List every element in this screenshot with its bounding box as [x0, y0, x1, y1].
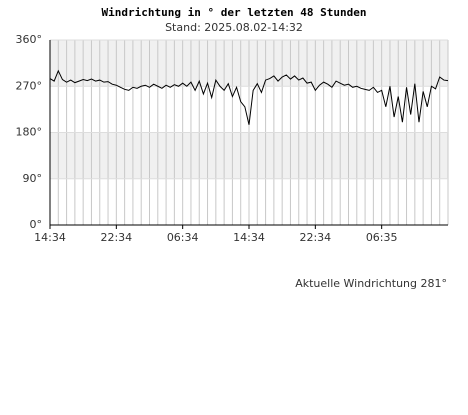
x-tick-label: 06:35	[366, 231, 398, 244]
y-tick-label: 0°	[30, 218, 43, 231]
chart-title: Windrichtung in ° der letzten 48 Stunden	[102, 6, 367, 19]
y-tick-label: 180°	[16, 126, 43, 139]
x-tick-label: 22:34	[299, 231, 331, 244]
data-line	[49, 69, 449, 125]
y-tick-label: 270°	[16, 79, 43, 92]
y-tick-label: 90°	[23, 172, 43, 185]
x-tick-label: 14:34	[34, 231, 66, 244]
annotation: Aktuelle Windrichtung 281°	[295, 277, 447, 290]
y-tick-label: 360°	[16, 33, 43, 46]
x-tick-label: 22:34	[100, 231, 132, 244]
x-tick-label: 14:34	[233, 231, 265, 244]
x-tick-label: 06:34	[167, 231, 199, 244]
chart-subtitle: Stand: 2025.08.02-14:32	[165, 21, 303, 34]
